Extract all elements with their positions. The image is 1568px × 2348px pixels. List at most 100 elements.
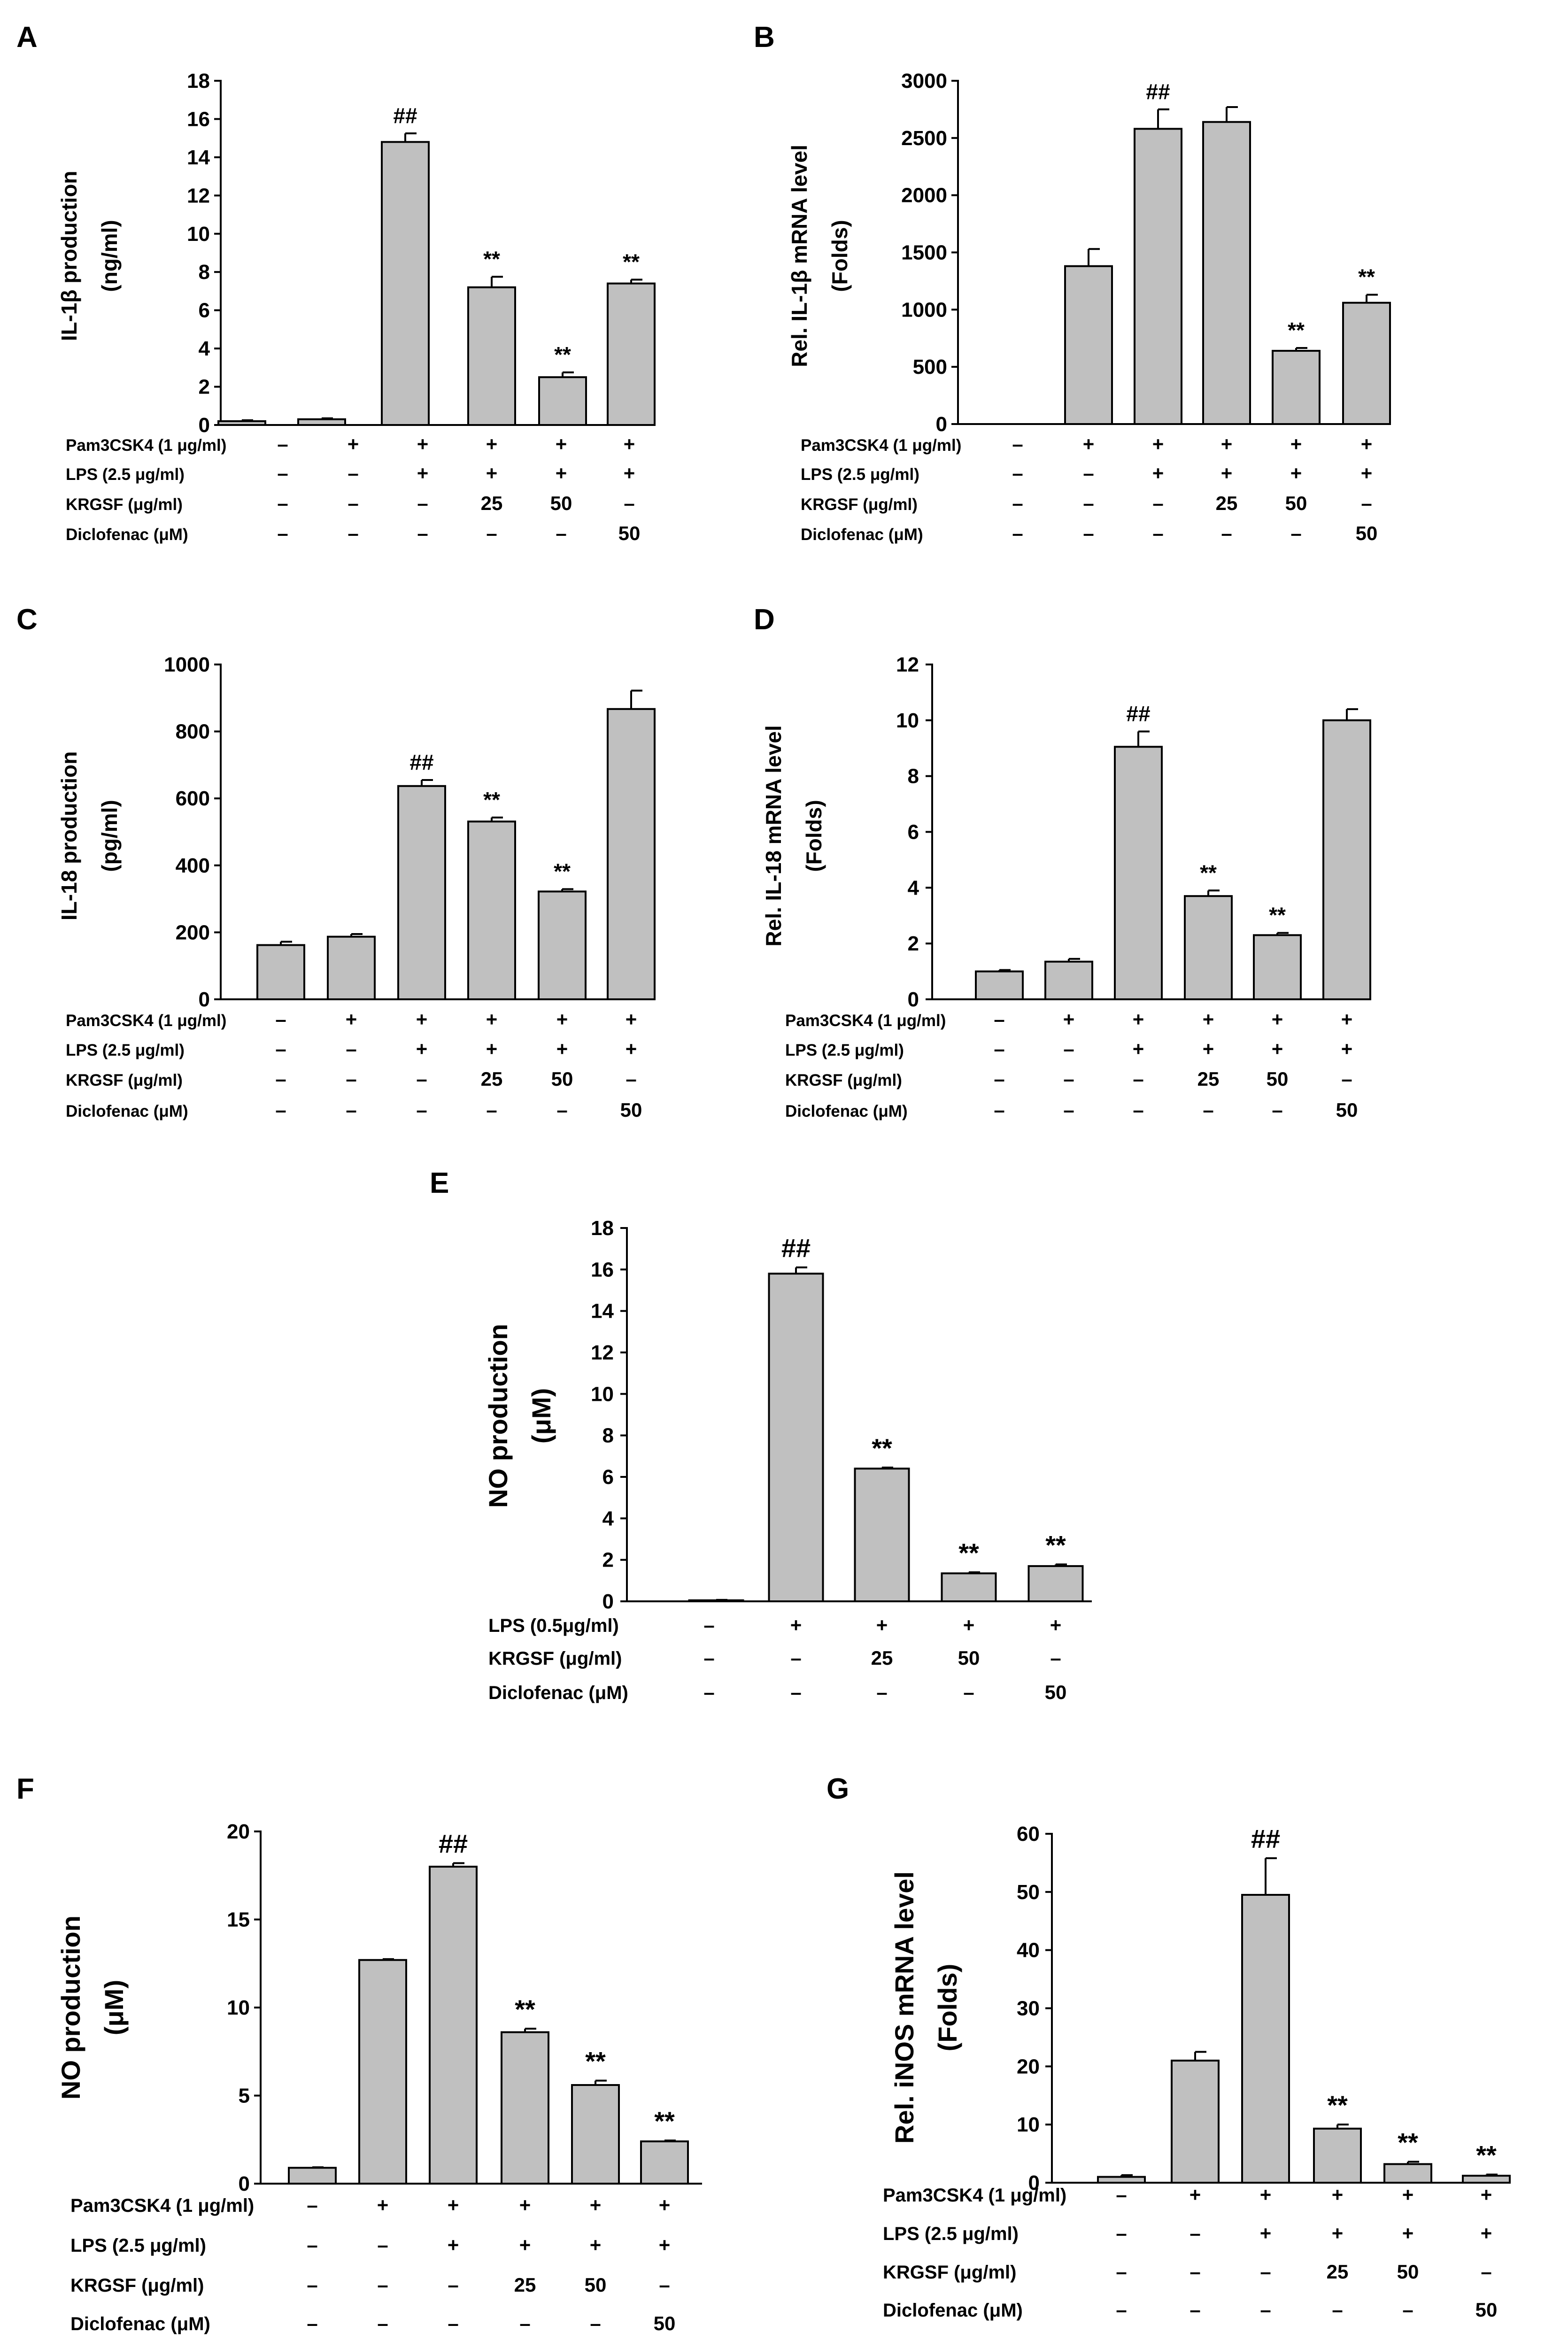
treatment-symbol: – xyxy=(377,2274,388,2296)
treatment-row-label: Diclofenac (μM) xyxy=(801,525,923,544)
treatment-symbol: 25 xyxy=(481,1068,503,1090)
treatment-symbol: 25 xyxy=(1216,492,1238,514)
treatment-symbol: + xyxy=(1481,2222,1492,2244)
treatment-symbol: + xyxy=(486,462,498,484)
treatment-symbol: 25 xyxy=(514,2274,536,2296)
treatment-symbol: + xyxy=(590,2194,602,2216)
y-tick-label: 12 xyxy=(896,653,919,676)
y-tick-label: 800 xyxy=(176,720,210,743)
significance-label: ** xyxy=(1398,2127,1418,2157)
treatment-symbol: – xyxy=(1190,2299,1200,2321)
treatment-symbol: 50 xyxy=(1045,1681,1067,1703)
treatment-symbol: – xyxy=(417,492,428,514)
treatment-symbol: + xyxy=(1260,2184,1272,2206)
treatment-symbol: + xyxy=(1050,1614,1062,1636)
treatment-symbol: 50 xyxy=(618,522,641,544)
treatment-symbol: 50 xyxy=(654,2312,676,2334)
treatment-row-label: KRGSF (μg/ml) xyxy=(66,1071,183,1089)
treatment-row-label: LPS (2.5 μg/ml) xyxy=(70,2235,206,2256)
panel-letter: E xyxy=(430,1167,449,1199)
treatment-symbol: – xyxy=(1260,2261,1271,2283)
bar xyxy=(1097,2176,1146,2184)
y-tick-label: 6 xyxy=(602,1466,614,1489)
y-tick-label: 16 xyxy=(591,1258,614,1281)
treatment-symbol: + xyxy=(626,1008,637,1030)
bar xyxy=(297,418,346,426)
treatment-symbol: – xyxy=(790,1681,801,1703)
bar xyxy=(1342,301,1391,425)
y-tick-label: 18 xyxy=(187,70,210,93)
treatment-symbol: + xyxy=(416,1008,428,1030)
treatment-symbol: 50 xyxy=(1336,1099,1358,1121)
significance-label: ** xyxy=(1045,1530,1066,1560)
bar xyxy=(256,944,305,1001)
y-axis-label-line: Rel. IL-1β mRNA level xyxy=(787,145,811,367)
treatment-symbol: – xyxy=(1290,522,1301,544)
treatment-row-label: Pam3CSK4 (1 μg/ml) xyxy=(883,2185,1066,2206)
y-axis-label-line: (μM) xyxy=(526,1388,556,1444)
panel-letter: B xyxy=(754,21,775,54)
significance-label: ** xyxy=(483,247,500,271)
treatment-symbol: + xyxy=(486,1008,498,1030)
treatment-symbol: – xyxy=(703,1647,714,1669)
treatment-symbol: + xyxy=(348,433,359,455)
treatment-symbol: 50 xyxy=(550,492,572,514)
bar xyxy=(467,286,516,426)
treatment-symbol: – xyxy=(703,1614,714,1636)
treatment-symbol: + xyxy=(556,462,567,484)
treatment-row-label: KRGSF (μg/ml) xyxy=(883,2262,1016,2283)
y-tick-label: 0 xyxy=(936,413,947,436)
y-axis-label-line: NO production xyxy=(56,1915,85,2100)
treatment-symbol: – xyxy=(963,1681,974,1703)
panel-letter: F xyxy=(16,1773,34,1805)
treatment-symbol: + xyxy=(1152,433,1164,455)
y-tick-label: 4 xyxy=(908,876,919,899)
treatment-symbol: + xyxy=(659,2234,671,2256)
treatment-symbol: 50 xyxy=(1267,1068,1289,1090)
panel-g: G 0 10 20 30 40 50 60 Rel. iNOS mRNA level (Folds… xyxy=(826,1773,1511,2321)
bar xyxy=(501,2031,549,2185)
bar xyxy=(1027,1565,1084,1603)
significance-label: ** xyxy=(515,1994,535,2024)
bar xyxy=(217,420,266,426)
y-axis-label: Rel. IL-18 mRNA level (Folds) xyxy=(761,725,826,946)
treatment-symbol: – xyxy=(307,2234,317,2256)
bar xyxy=(1064,265,1113,425)
bar xyxy=(640,2140,689,2185)
treatment-symbol: + xyxy=(1341,1008,1353,1030)
treatment-symbol: + xyxy=(556,433,567,455)
treatment-symbol: + xyxy=(346,1008,357,1030)
treatment-symbol: – xyxy=(1272,1099,1282,1121)
panel-e: E 0 2 4 6 8 10 12 14 16 18 NO production (μM) ## ** ** *… xyxy=(430,1167,1092,1703)
panel-a: A 0 2 4 6 8 10 12 14 16 18 IL-1β production (ng/ml) #… xyxy=(16,21,656,544)
y-tick-label: 200 xyxy=(176,921,210,944)
treatment-symbol: – xyxy=(994,1068,1004,1090)
treatment-symbol: – xyxy=(1152,492,1163,514)
treatment-symbol: + xyxy=(626,1038,637,1060)
bar xyxy=(429,1866,478,2185)
y-tick-label: 8 xyxy=(199,261,210,284)
bar xyxy=(571,2084,620,2185)
y-tick-label: 2000 xyxy=(901,184,947,207)
significance-label: ** xyxy=(483,788,500,812)
treatment-symbol: – xyxy=(1402,2299,1413,2321)
treatment-symbol: – xyxy=(307,2312,317,2334)
treatment-symbol: 50 xyxy=(958,1647,980,1669)
significance-label: ** xyxy=(585,2047,606,2076)
treatment-symbol: – xyxy=(275,1008,286,1030)
bar xyxy=(538,376,587,426)
treatment-row-label: LPS (2.5 μg/ml) xyxy=(66,465,185,484)
treatment-symbol: – xyxy=(275,1038,286,1060)
y-tick-label: 40 xyxy=(1017,1939,1040,1962)
treatment-symbol: – xyxy=(448,2312,458,2334)
treatment-symbol: – xyxy=(1083,522,1094,544)
treatment-symbol: – xyxy=(348,462,358,484)
y-tick-label: 10 xyxy=(227,1996,250,2019)
y-tick-label: 14 xyxy=(187,146,210,169)
treatment-row-label: Pam3CSK4 (1 μg/ml) xyxy=(66,1012,226,1030)
treatment-row-label: Pam3CSK4 (1 μg/ml) xyxy=(801,436,961,455)
y-tick-label: 2 xyxy=(199,376,210,399)
treatment-symbol: + xyxy=(1260,2222,1272,2244)
bar xyxy=(1184,895,1233,1000)
